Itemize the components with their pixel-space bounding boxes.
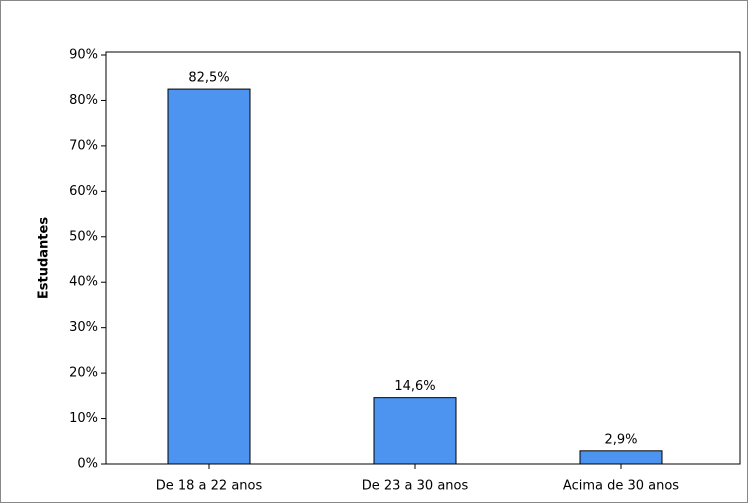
- y-tick-label: 70%: [69, 138, 98, 153]
- data-label: 2,9%: [604, 432, 637, 447]
- x-tick-label: Acima de 30 anos: [563, 479, 679, 494]
- y-tick-label: 20%: [69, 366, 98, 381]
- y-tick-label: 30%: [69, 320, 98, 335]
- y-tick-label: 50%: [69, 229, 98, 244]
- y-tick-label: 0%: [77, 457, 98, 472]
- y-tick-label: 10%: [69, 411, 98, 426]
- bar: [167, 88, 251, 465]
- data-label: 82,5%: [188, 71, 229, 86]
- y-axis-label: Estudantes: [37, 217, 52, 299]
- y-tick-label: 40%: [69, 275, 98, 290]
- y-tick-label: 80%: [69, 93, 98, 108]
- y-tick-label: 60%: [69, 184, 98, 199]
- x-tick-label: De 18 a 22 anos: [156, 479, 263, 494]
- bar: [373, 397, 457, 465]
- bar: [579, 450, 663, 465]
- data-label: 14,6%: [394, 379, 435, 394]
- y-tick-label: 90%: [69, 48, 98, 63]
- x-tick-label: De 23 a 30 anos: [362, 479, 469, 494]
